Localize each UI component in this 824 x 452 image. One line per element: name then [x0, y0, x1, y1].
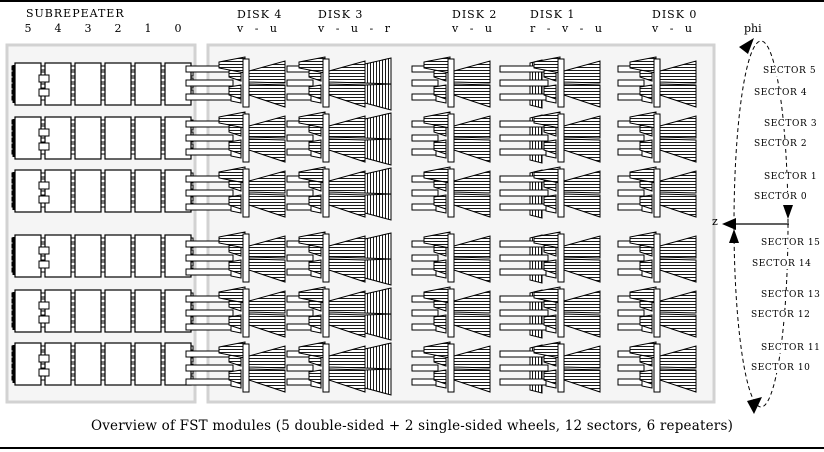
- sector-label-sector-13: SECTOR 13: [760, 290, 822, 300]
- disk-header-4: DISK 0: [652, 8, 698, 21]
- up-arrow: [729, 229, 739, 243]
- repeater-board: [44, 169, 72, 213]
- sector-label-sector-11: SECTOR 11: [760, 343, 822, 353]
- subrepeater-row-0: [11, 62, 194, 106]
- repeater-board: [134, 169, 162, 213]
- sector-wheel-diagram: [722, 38, 793, 414]
- repeater-board: [74, 116, 102, 160]
- bottom-arrow: [747, 397, 762, 414]
- subrepeater-header: SUBREPEATER: [26, 7, 125, 20]
- channel-number-0: 0: [174, 22, 182, 35]
- channel-number-5: 5: [24, 22, 32, 35]
- repeater-board: [14, 342, 42, 386]
- disk-layers-label-0: v - u: [237, 22, 282, 35]
- repeater-board: [44, 62, 72, 106]
- sector-label-sector-12: SECTOR 12: [750, 310, 812, 320]
- disk-layers-label-3: r - v - u: [530, 22, 606, 35]
- disk-modules-disk0: [617, 56, 697, 393]
- repeater-board: [134, 116, 162, 160]
- repeater-board: [74, 289, 102, 333]
- repeater-board: [44, 342, 72, 386]
- repeater-board: [14, 116, 42, 160]
- repeater-board: [44, 289, 72, 333]
- repeater-board: [44, 116, 72, 160]
- disk-header-0: DISK 4: [237, 8, 283, 21]
- subrepeater-row-5: [11, 342, 194, 386]
- subrepeater-row-4: [11, 289, 194, 333]
- z-axis-label: z: [712, 215, 718, 228]
- channel-number-3: 3: [84, 22, 92, 35]
- repeater-board: [74, 234, 102, 278]
- repeater-board: [74, 342, 102, 386]
- repeater-board: [104, 116, 132, 160]
- repeater-board: [104, 169, 132, 213]
- repeater-board: [134, 289, 162, 333]
- repeater-board: [104, 234, 132, 278]
- repeater-board: [14, 62, 42, 106]
- disk-modules-disk4: [185, 56, 286, 393]
- disk-layers-label-4: v - u: [652, 22, 697, 35]
- repeater-board: [44, 234, 72, 278]
- disk-header-1: DISK 3: [318, 8, 364, 21]
- repeater-board: [14, 289, 42, 333]
- repeater-board: [134, 234, 162, 278]
- sector-label-sector-4: SECTOR 4: [753, 88, 809, 98]
- repeater-board: [74, 169, 102, 213]
- disk-panel: [206, 43, 716, 404]
- disk-layers-label-2: v - u: [452, 22, 497, 35]
- figure-caption: Overview of FST modules (5 double-sided …: [90, 418, 734, 434]
- repeater-board: [74, 62, 102, 106]
- repeater-board: [104, 289, 132, 333]
- subrepeater-row-2: [11, 169, 194, 213]
- sector-label-sector-10: SECTOR 10: [750, 363, 812, 373]
- disk-header-2: DISK 2: [452, 8, 498, 21]
- page-bottom-rule: [0, 447, 824, 449]
- subrepeater-row-1: [11, 116, 194, 160]
- subrepeater-row-3: [11, 234, 194, 278]
- channel-number-1: 1: [144, 22, 152, 35]
- channel-number-2: 2: [114, 22, 122, 35]
- repeater-board: [134, 62, 162, 106]
- sector-label-sector-2: SECTOR 2: [753, 139, 809, 149]
- disk-modules-disk1: [499, 56, 601, 394]
- repeater-board: [14, 169, 42, 213]
- disk-modules-disk3: [286, 56, 392, 396]
- phi-axis-label: phi: [744, 22, 762, 35]
- sector-label-sector-5: SECTOR 5: [762, 66, 818, 76]
- down-arrow: [783, 205, 793, 219]
- phi-direction-arrow: [739, 38, 754, 54]
- repeater-board: [164, 342, 192, 386]
- repeater-board: [104, 62, 132, 106]
- sector-label-sector-0: SECTOR 0: [753, 192, 809, 202]
- sector-label-sector-14: SECTOR 14: [751, 259, 813, 269]
- disk-layers-label-1: v - u - r: [318, 22, 394, 35]
- disk-modules-disk2: [411, 56, 491, 393]
- repeater-board: [14, 234, 42, 278]
- sector-label-sector-15: SECTOR 15: [760, 238, 822, 248]
- z-axis-arrow: [722, 218, 736, 230]
- disk-header-3: DISK 1: [530, 8, 576, 21]
- page-top-rule: [0, 0, 824, 2]
- channel-number-4: 4: [54, 22, 62, 35]
- sector-label-sector-1: SECTOR 1: [763, 172, 819, 182]
- repeater-board: [104, 342, 132, 386]
- sector-label-sector-3: SECTOR 3: [763, 119, 819, 129]
- fst-overview-diagram: [5, 38, 793, 414]
- repeater-board: [134, 342, 162, 386]
